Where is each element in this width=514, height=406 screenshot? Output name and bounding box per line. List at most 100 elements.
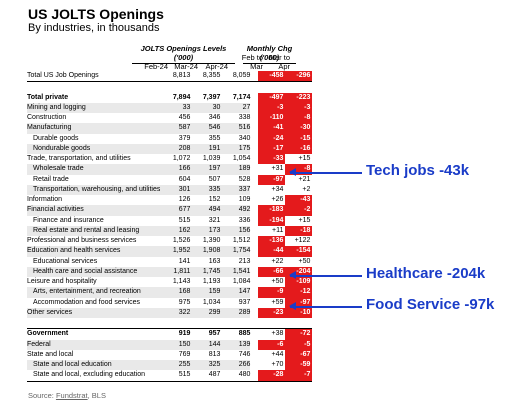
column-gap xyxy=(250,267,258,277)
table-row: Total US Job Openings 8,813 8,355 8,059 -458… xyxy=(27,71,313,83)
row-label: Mining and logging xyxy=(27,102,161,113)
level-cell: 1,034 xyxy=(202,298,221,306)
change-cell xyxy=(258,318,285,329)
source-note: Source: Fundstrat, BLS xyxy=(28,391,106,400)
row-label: Trade, transportation, and utilities xyxy=(27,155,131,163)
level-cell: 492 xyxy=(220,205,251,216)
change-cell: -24 xyxy=(258,133,286,144)
level-cell: 325 xyxy=(190,360,221,371)
change-cell: +59 xyxy=(271,298,284,306)
level-cell: 168 xyxy=(160,287,191,298)
change-cell xyxy=(285,318,312,329)
change-cell: -183 xyxy=(258,205,286,216)
row-label: Transportation, warehousing, and utiliti… xyxy=(27,184,161,195)
col-header-feb-mar: Feb to Mar xyxy=(236,53,263,71)
table-row: State and local 769 813 746 +44 -67 xyxy=(27,349,313,360)
level-cell: 197 xyxy=(190,164,221,175)
level-cell: 355 xyxy=(208,134,221,142)
level-cell: 487 xyxy=(190,370,221,382)
column-gap xyxy=(250,144,258,154)
column-gap xyxy=(250,93,258,103)
change-cell: -97 xyxy=(258,174,286,185)
change-cell: -223 xyxy=(285,92,313,103)
level-cell: 8,355 xyxy=(190,71,221,83)
level-cell: 7,894 xyxy=(172,93,191,101)
page-title: US JOLTS Openings xyxy=(28,6,164,22)
column-gap xyxy=(250,134,258,144)
change-cell: -2 xyxy=(285,205,313,216)
change-cell xyxy=(258,82,285,93)
level-cell: 322 xyxy=(160,307,191,318)
change-cell: +70 xyxy=(271,361,284,369)
col-header-mar-apr: Mar to Apr xyxy=(263,53,290,71)
row-label: Educational services xyxy=(33,257,98,265)
change-cell: -12 xyxy=(285,287,313,298)
page-subtitle: By industries, in thousands xyxy=(28,22,160,34)
table-row: Government 919 957 885 +38 -72 xyxy=(27,328,313,340)
table-row: Total private 7,894 7,397 7,174 -497 -223 xyxy=(27,92,313,103)
change-cell: -9 xyxy=(258,287,286,298)
table-row: Federal 150 144 139 -6 -5 xyxy=(27,339,313,350)
level-cell: 1,054 xyxy=(232,155,251,163)
row-label: Total US Job Openings xyxy=(27,71,161,83)
row-label: Retail trade xyxy=(33,175,69,183)
level-cell xyxy=(190,82,220,93)
column-gap xyxy=(250,195,258,205)
change-cell: -17 xyxy=(258,143,286,154)
row-label xyxy=(27,318,160,329)
table-row: Construction 456 346 338 -110 -8 xyxy=(27,113,313,124)
source-link[interactable]: Fundstrat xyxy=(55,391,88,400)
change-cell: -97 xyxy=(285,297,313,308)
col-header-apr: Apr-24 xyxy=(205,62,228,71)
change-cell: +122 xyxy=(294,237,311,245)
level-cell: 480 xyxy=(220,370,251,382)
row-label: Professional and business services xyxy=(27,237,137,245)
column-gap xyxy=(250,360,258,370)
change-cell: -30 xyxy=(285,123,313,134)
change-cell: +21 xyxy=(298,175,311,183)
level-cell: 528 xyxy=(238,175,251,183)
level-cell: 507 xyxy=(208,175,221,183)
column-gap xyxy=(250,257,258,267)
annotation-food-service: Food Service -97k xyxy=(366,296,495,313)
change-cell: -23 xyxy=(258,307,286,318)
table-row: State and local, excluding education 515 4… xyxy=(27,370,313,382)
level-cell: 1,084 xyxy=(232,278,251,286)
level-cell: 1,143 xyxy=(172,278,191,286)
table-row: Retail trade 604 507 528 -97 +21 xyxy=(27,174,312,185)
column-gap xyxy=(250,71,259,83)
level-cell: 813 xyxy=(208,350,221,358)
change-cell: -18 xyxy=(285,225,313,236)
level-cell: 516 xyxy=(220,123,251,134)
change-cell: -28 xyxy=(258,370,286,382)
row-label: Federal xyxy=(27,339,161,350)
row-label: Leisure and hospitality xyxy=(27,278,97,286)
row-label: Manufacturing xyxy=(27,123,161,134)
source-prefix: Source: xyxy=(28,391,56,400)
col-header-mar: Mar-24 xyxy=(174,62,198,71)
level-cell: 289 xyxy=(220,307,251,318)
table-row: Durable goods 379 355 340 -24 -15 xyxy=(27,133,313,144)
level-cell: 1,811 xyxy=(160,266,191,277)
column-gap xyxy=(250,164,258,174)
level-cell: 338 xyxy=(238,114,251,122)
row-label: Other services xyxy=(27,307,161,318)
change-cell: -5 xyxy=(285,339,313,350)
change-cell: -66 xyxy=(258,266,286,277)
change-cell: -7 xyxy=(285,370,313,382)
column-gap xyxy=(250,185,258,195)
level-cell: 1,072 xyxy=(172,155,191,163)
level-cell: 346 xyxy=(208,114,221,122)
level-cell: 957 xyxy=(190,328,221,340)
change-cell: +50 xyxy=(298,257,311,265)
jolts-table: Total US Job Openings 8,813 8,355 8,059 -458… xyxy=(27,71,313,382)
change-cell: +31 xyxy=(271,165,284,173)
level-cell: 336 xyxy=(238,216,251,224)
column-gap xyxy=(250,226,258,236)
level-cell: 7,397 xyxy=(202,93,221,101)
jolts-table-body: Total US Job Openings 8,813 8,355 8,059 -458… xyxy=(27,71,313,382)
table-row: State and local education 255 325 266 +70 -59 xyxy=(27,360,313,371)
level-cell: 379 xyxy=(178,134,191,142)
table-row: Arts, entertainment, and recreation 168 15… xyxy=(27,287,313,298)
change-cell: +15 xyxy=(298,155,311,163)
